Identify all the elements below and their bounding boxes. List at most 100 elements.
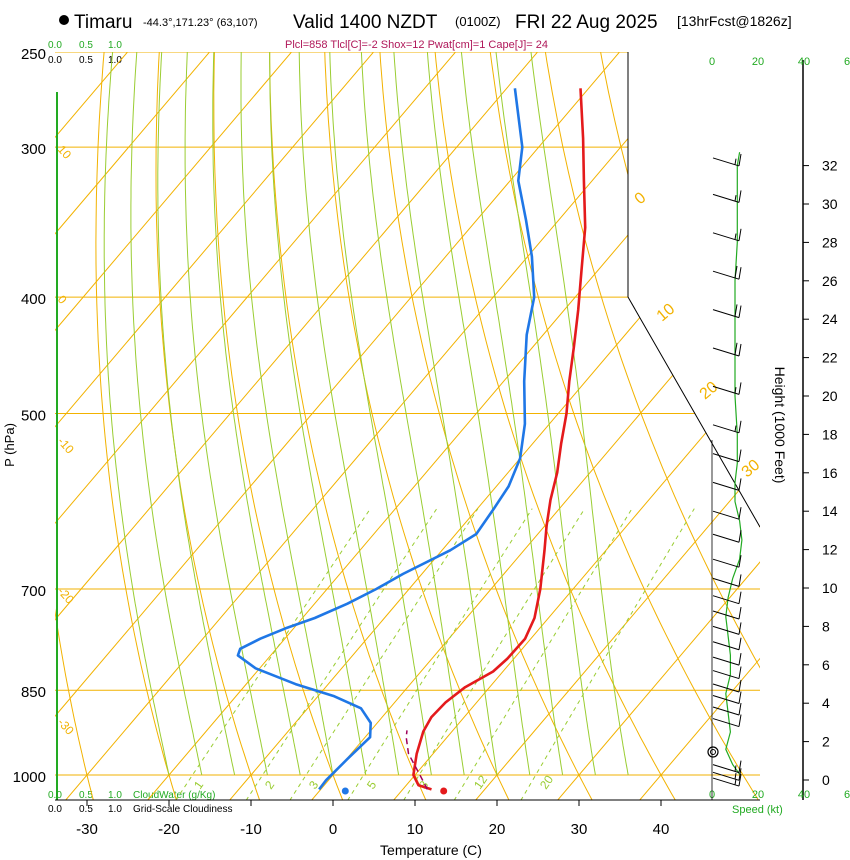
moist-adiabat xyxy=(184,52,268,776)
moist-adiabat xyxy=(530,52,629,776)
wind-barb-flag xyxy=(734,342,738,355)
cloud-scale-bottom: 0.0 0.5 1.0 CloudWater (g/Kg) 0.0 0.5 1.… xyxy=(48,790,233,815)
wind-barb-flag xyxy=(738,530,742,543)
pressure-tick-300: 300 xyxy=(21,141,46,158)
mixing-ratio-line xyxy=(347,508,533,800)
isotherm-10 xyxy=(393,368,760,800)
moist-adiabat xyxy=(130,52,203,776)
wind-barb-flag xyxy=(738,606,742,620)
calm-circle-icon xyxy=(707,746,719,758)
moist-adiabat xyxy=(360,52,465,776)
isotherm-label: -20 xyxy=(55,584,77,606)
height-tick-label: 22 xyxy=(822,350,838,366)
wind-barb-flag xyxy=(738,420,742,433)
forecast-info: [13hrFcst@1826z] xyxy=(677,13,792,29)
speed-tick-top: 6 xyxy=(844,56,850,68)
cloud-top-black-1: 0.5 xyxy=(79,55,93,66)
cloud-top-green-0: 0.0 xyxy=(48,40,62,51)
wind-barb-flag xyxy=(738,591,742,604)
isotherm--90 xyxy=(55,52,211,235)
wind-barb-half xyxy=(734,233,737,240)
height-tick-label: 20 xyxy=(822,388,838,404)
wind-barb xyxy=(712,718,740,728)
cloudwater-label: CloudWater (g/Kg) xyxy=(133,790,215,801)
wind-barb-flag xyxy=(738,555,742,568)
cloud-scale-top: 0.0 0.5 1.0 0.0 0.5 1.0 xyxy=(48,40,122,66)
temperature-profile xyxy=(412,88,587,791)
mixing-ratio-line xyxy=(289,508,479,800)
wind-barb xyxy=(712,641,740,651)
height-tick-label: 6 xyxy=(822,657,830,673)
wind-barb-flag xyxy=(738,691,742,704)
wind-panel: 0246810121416182022242628303202040602040… xyxy=(707,56,850,801)
speed-tick-top: 40 xyxy=(798,56,810,68)
moist-adiabat xyxy=(495,52,596,776)
wind-barb-flag xyxy=(738,637,742,650)
wind-barb xyxy=(712,577,740,587)
pressure-tick-850: 850 xyxy=(21,684,46,701)
parcel-profile xyxy=(405,730,429,790)
wind-barb xyxy=(712,610,740,620)
cloud-bottom-black-1: 0.5 xyxy=(79,804,93,815)
wind-barb-flag xyxy=(738,153,742,167)
isotherm-30 xyxy=(557,561,760,800)
valid-date: FRI 22 Aug 2025 xyxy=(515,12,658,33)
dry-adiabat xyxy=(324,52,510,800)
isotherm--110 xyxy=(0,0,144,800)
x-axis-label: Temperature (C) xyxy=(380,842,482,858)
wind-barb-half xyxy=(734,158,737,165)
dry-adiabat xyxy=(815,31,850,801)
height-tick-label: 2 xyxy=(822,734,830,750)
x-tick-label: -20 xyxy=(158,821,180,838)
wind-barb-flag xyxy=(738,478,742,491)
wind-barb xyxy=(712,510,740,520)
upper-boundary xyxy=(627,52,760,528)
wind-barb-flag xyxy=(738,267,742,280)
wind-barb xyxy=(712,656,740,666)
temperature-surface-marker xyxy=(440,787,448,795)
isotherm--70 xyxy=(55,52,375,428)
pressure-tick-250: 250 xyxy=(21,46,46,63)
x-tick-label: -30 xyxy=(76,821,98,838)
wind-barb-half xyxy=(734,778,737,785)
background-grid xyxy=(0,0,850,801)
wind-barb-flag xyxy=(738,382,742,395)
speed-label: Speed (kt) xyxy=(732,804,783,816)
dry-adiabat xyxy=(95,52,177,800)
speed-tick-top: 20 xyxy=(752,56,764,68)
height-axis-label: Height (1000 Feet) xyxy=(772,367,788,484)
wind-barb xyxy=(712,670,740,680)
isotherm--50 xyxy=(55,52,539,621)
sounding-profiles xyxy=(236,88,587,791)
wind-speed-profile xyxy=(725,152,743,775)
moist-adiabat xyxy=(103,52,170,776)
station-dot-icon xyxy=(59,15,69,25)
utc-time: (0100Z) xyxy=(455,14,501,29)
wind-barb-flag xyxy=(738,679,742,693)
wind-barb xyxy=(712,558,740,568)
dewpoint-surface-marker xyxy=(341,787,349,795)
wind-barb-flag xyxy=(738,622,742,635)
moist-adiabat xyxy=(157,52,236,776)
cloud-top-green-2: 1.0 xyxy=(108,40,122,51)
grid-mask xyxy=(628,52,760,527)
wind-barb xyxy=(712,706,740,716)
wind-barb-flag xyxy=(738,507,742,520)
cloud-bottom-green-1: 0.5 xyxy=(79,790,93,801)
y-axis-label: P (hPa) xyxy=(2,423,17,467)
wind-barb-flag xyxy=(734,304,738,317)
height-tick-label: 32 xyxy=(822,158,838,174)
isotherm-20 xyxy=(475,464,760,800)
dry-adiabat xyxy=(379,52,593,800)
valid-time: Valid 1400 NZDT xyxy=(293,12,438,33)
calm-inner-circle xyxy=(710,749,716,755)
wind-barb-flag xyxy=(738,773,742,787)
dry-adiabat xyxy=(544,52,760,669)
pressure-tick-700: 700 xyxy=(21,583,46,600)
height-tick-label: 4 xyxy=(822,695,830,711)
wind-barb-flag xyxy=(738,714,742,727)
dry-adiabat xyxy=(155,52,261,800)
speed-tick-bottom: 20 xyxy=(752,789,764,801)
wind-barb-flag xyxy=(738,653,742,666)
